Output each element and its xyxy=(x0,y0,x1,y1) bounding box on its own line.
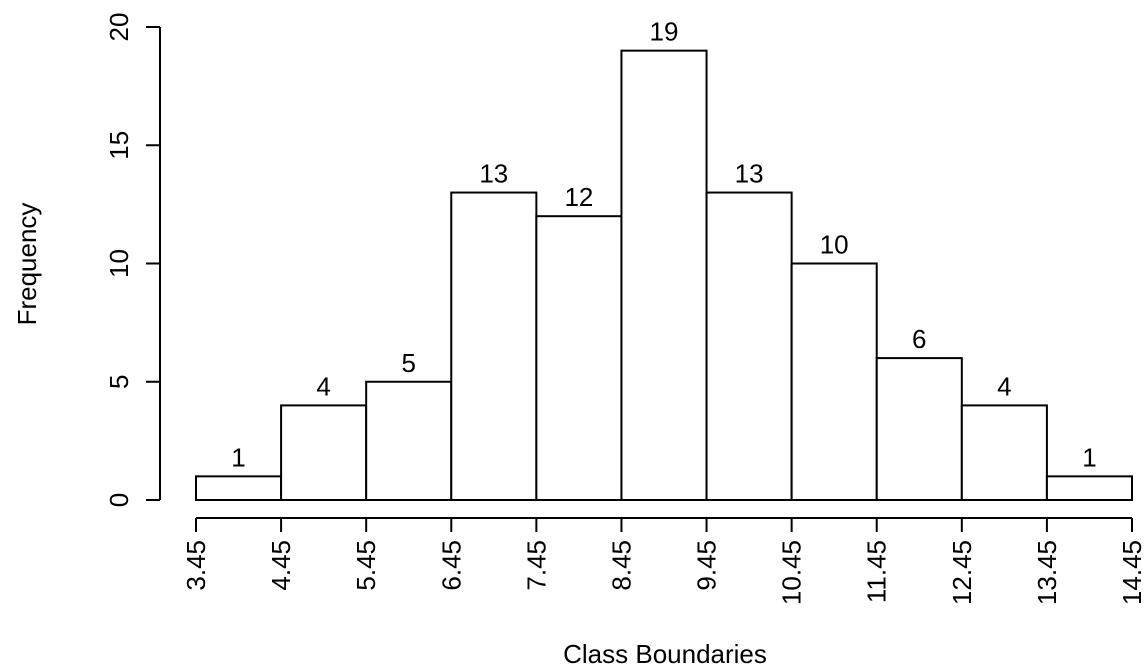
x-tick-label: 13.45 xyxy=(1032,540,1062,605)
bar-value-label: 12 xyxy=(564,182,593,212)
bars-group xyxy=(195,49,1133,502)
y-tick-label: 5 xyxy=(104,375,134,389)
x-tick-label: 7.45 xyxy=(521,540,551,591)
y-axis: 0 5 10 15 20 xyxy=(104,13,161,507)
histogram-bar xyxy=(875,357,963,501)
x-axis-title: Class Boundaries xyxy=(563,639,767,669)
x-tick-label: 8.45 xyxy=(606,540,636,591)
y-axis-title: Frequency xyxy=(12,203,42,326)
bar-value-label: 6 xyxy=(912,324,926,354)
x-tick-label: 14.45 xyxy=(1117,540,1147,605)
bar-value-label: 4 xyxy=(316,371,330,401)
x-tick-label: 9.45 xyxy=(692,540,722,591)
bar-value-label: 1 xyxy=(231,442,245,472)
histogram-bar xyxy=(195,475,283,502)
y-tick-label: 10 xyxy=(104,249,134,278)
bar-value-label: 13 xyxy=(735,159,764,189)
x-axis: 3.45 4.45 5.45 6.45 7.45 8.45 9.45 10.45 11.45 12… xyxy=(181,517,1147,605)
bar-value-label: 13 xyxy=(479,159,508,189)
x-tick-label: 11.45 xyxy=(862,540,892,603)
y-tick-label: 0 xyxy=(104,493,134,507)
histogram-bar xyxy=(535,215,623,501)
histogram-bar xyxy=(365,380,453,501)
x-tick-label: 4.45 xyxy=(266,540,296,591)
x-tick-label: 12.45 xyxy=(947,540,977,605)
histogram-bar xyxy=(790,262,878,501)
bar-value-label: 19 xyxy=(650,17,679,47)
bar-value-label: 4 xyxy=(997,371,1011,401)
histogram-bar xyxy=(705,191,793,502)
bar-value-label: 5 xyxy=(401,348,415,378)
x-tick-label: 10.45 xyxy=(777,540,807,605)
y-tick-label: 20 xyxy=(104,13,134,42)
x-tick-label: 6.45 xyxy=(436,540,466,591)
bar-labels-group: 1 4 5 13 12 19 13 10 6 4 1 xyxy=(231,17,1096,473)
bar-value-label: 1 xyxy=(1082,442,1096,472)
histogram-bar xyxy=(280,404,368,501)
histogram-bar xyxy=(450,191,538,502)
x-tick-label: 3.45 xyxy=(181,540,211,591)
histogram-bar xyxy=(960,404,1048,501)
y-tick-label: 15 xyxy=(104,131,134,160)
histogram-bar xyxy=(1045,475,1133,502)
x-tick-label: 5.45 xyxy=(351,540,381,591)
bar-value-label: 10 xyxy=(820,230,849,260)
histogram-bar xyxy=(620,49,708,502)
